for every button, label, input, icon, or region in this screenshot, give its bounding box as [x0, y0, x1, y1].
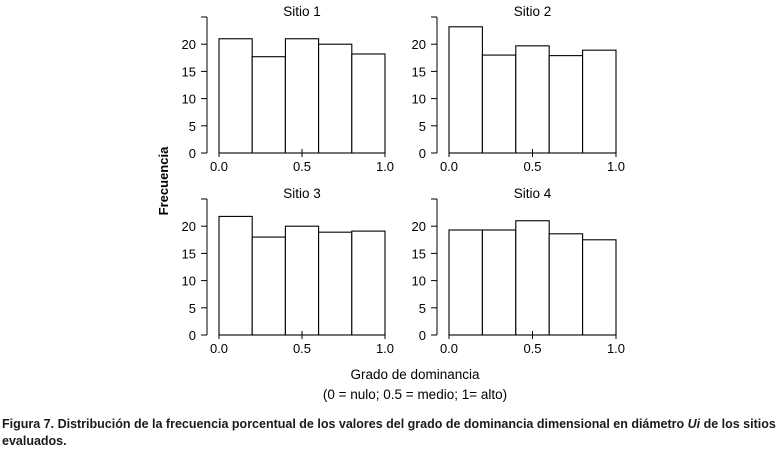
histogram-bar: [515, 220, 550, 336]
histogram-bar: [251, 56, 286, 154]
panel-title: Sitio 1: [283, 4, 321, 19]
y-tick-label: 20: [182, 37, 196, 52]
histogram-figure: Frecuencia Grado de dominancia (0 = nulo…: [156, 4, 625, 402]
histogram-bar: [218, 38, 253, 154]
y-tick-label: 0: [419, 146, 426, 161]
x-tick-label: 0.0: [210, 341, 228, 356]
histogram-bar: [582, 239, 617, 336]
x-tick-label: 0.5: [293, 341, 311, 356]
y-tick-label: 20: [412, 219, 426, 234]
panel-title: Sitio 2: [514, 4, 552, 19]
figure-caption: Figura 7. Distribución de la frecuencia …: [2, 416, 778, 450]
y-tick-label: 5: [419, 301, 426, 316]
histogram-bar: [548, 55, 584, 154]
x-tick-label: 0.5: [523, 159, 541, 174]
caption-text-end: de los sitios evaluados.: [2, 417, 776, 448]
y-tick-label: 20: [182, 219, 196, 234]
histogram-bar: [515, 45, 550, 154]
panel-title: Sitio 3: [283, 186, 321, 201]
histogram-bar: [582, 49, 617, 154]
y-tick-label: 0: [189, 328, 196, 343]
histogram-bar: [448, 26, 483, 154]
x-axis-sublabel: (0 = nulo; 0.5 = medio; 1= alto): [323, 387, 507, 402]
caption-italic-symbol: Ui: [687, 417, 701, 431]
caption-text: Figura 7. Distribución de la frecuencia …: [2, 417, 688, 431]
histogram-bar: [284, 38, 320, 154]
y-tick-label: 15: [182, 246, 196, 261]
x-tick-label: 1.0: [376, 159, 394, 174]
histogram-bar: [251, 236, 286, 336]
y-tick-label: 5: [419, 119, 426, 134]
y-tick-label: 0: [189, 146, 196, 161]
histogram-bar: [318, 43, 353, 154]
x-tick-label: 1.0: [607, 159, 625, 174]
histogram-bar: [548, 233, 584, 336]
y-tick-label: 0: [419, 328, 426, 343]
y-tick-label: 15: [182, 64, 196, 79]
histogram-bar: [351, 53, 386, 154]
y-tick-label: 15: [412, 64, 426, 79]
histogram-bar: [284, 225, 320, 336]
y-axis-label: Frecuencia: [156, 146, 171, 215]
histogram-bar: [448, 229, 483, 336]
x-tick-label: 0.5: [293, 159, 311, 174]
y-tick-label: 10: [182, 274, 196, 289]
x-tick-label: 0.5: [523, 341, 541, 356]
x-tick-label: 0.0: [440, 341, 458, 356]
x-tick-label: 0.0: [210, 159, 228, 174]
x-axis-label: Grado de dominancia: [350, 367, 480, 382]
histogram-bar: [318, 231, 353, 336]
histogram-bar: [218, 215, 253, 336]
y-tick-label: 10: [412, 92, 426, 107]
panel-title: Sitio 4: [514, 186, 552, 201]
y-tick-label: 5: [189, 119, 196, 134]
histogram-bar: [481, 229, 517, 336]
y-tick-label: 15: [412, 246, 426, 261]
y-tick-label: 20: [412, 37, 426, 52]
y-tick-label: 5: [189, 301, 196, 316]
histogram-bar: [481, 54, 517, 154]
y-tick-label: 10: [412, 274, 426, 289]
histogram-bar: [351, 230, 386, 336]
x-tick-label: 1.0: [607, 341, 625, 356]
x-tick-label: 1.0: [376, 341, 394, 356]
y-tick-label: 10: [182, 92, 196, 107]
x-tick-label: 0.0: [440, 159, 458, 174]
